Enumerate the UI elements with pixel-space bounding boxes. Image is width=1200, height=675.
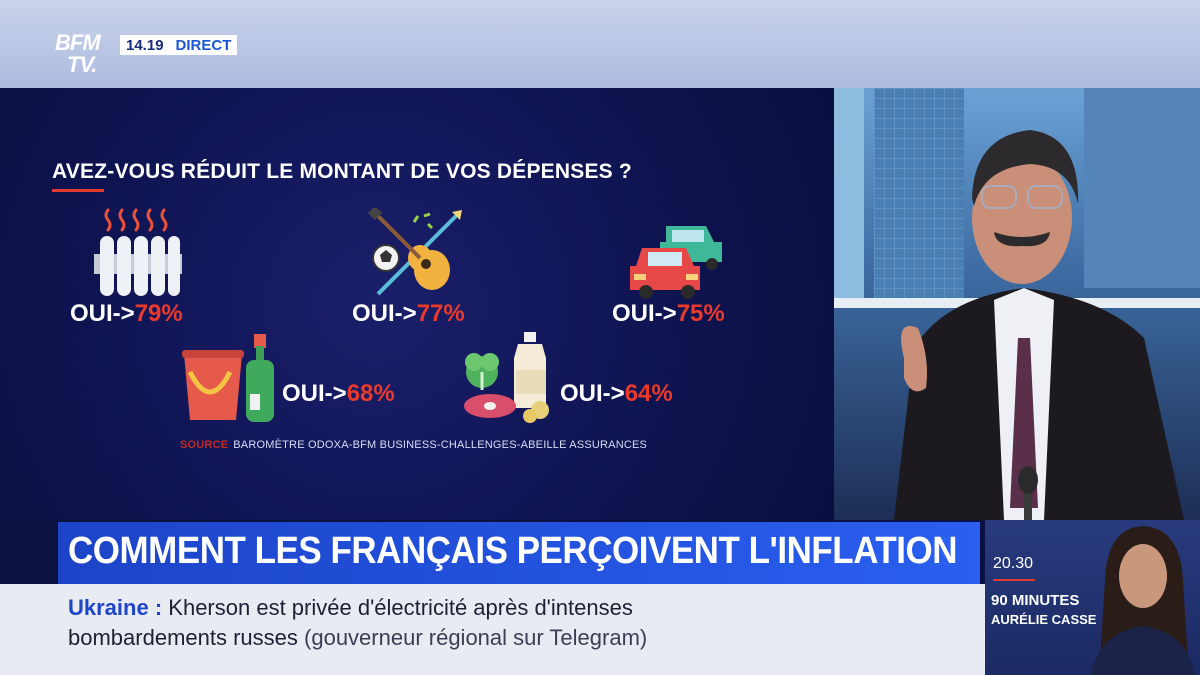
stat-food: OUI->64% — [560, 380, 673, 408]
ticker-line-1: Ukraine : Kherson est privée d'électrici… — [68, 595, 633, 621]
stat-leisure: OUI->77% — [352, 300, 465, 328]
news-ticker: Ukraine : Kherson est privée d'électrici… — [0, 584, 985, 675]
stat-percent: 79% — [134, 300, 183, 327]
time-live-badge: 14.19 DIRECT — [120, 35, 238, 55]
next-program-host: AURÉLIE CASSE — [991, 612, 1097, 627]
host-portrait — [1091, 526, 1195, 675]
channel-logo: BFM TV. — [55, 30, 101, 77]
question-underline — [52, 189, 104, 192]
cars-icon — [630, 226, 722, 299]
stat-prefix: OUI-> — [352, 300, 417, 327]
ticker-text-2: bombardements russes — [68, 625, 298, 650]
ticker-text-1: Kherson est privée d'électricité après d… — [168, 595, 633, 620]
next-program-panel: 20.30 90 MINUTES AURÉLIE CASSE — [985, 520, 1200, 675]
cleaning-products-icon — [182, 334, 274, 422]
next-program-title: 90 MINUTES — [991, 592, 1080, 609]
source-label: SOURCE — [180, 439, 229, 451]
ticker-source: (gouverneur régional sur Telegram) — [304, 625, 648, 650]
food-icon — [464, 332, 549, 423]
stat-percent: 75% — [676, 300, 725, 327]
headline-bar — [58, 522, 980, 584]
stat-heating: OUI->79% — [70, 300, 183, 328]
next-program-time: 20.30 — [993, 555, 1034, 572]
stat-percent: 68% — [346, 380, 395, 407]
stat-cleaning: OUI->68% — [282, 380, 395, 408]
leisure-icon — [368, 208, 462, 296]
radiator-icon — [94, 208, 182, 296]
presenter-video — [834, 88, 1200, 520]
stat-percent: 77% — [416, 300, 465, 327]
source-text: BAROMÈTRE ODOXA-BFM BUSINESS-CHALLENGES-… — [233, 439, 648, 451]
stat-transport: OUI->75% — [612, 300, 725, 328]
stat-prefix: OUI-> — [282, 380, 347, 407]
infographic-panel: AVEZ-VOUS RÉDUIT LE MONTANT DE VOS DÉPEN… — [0, 88, 834, 520]
logo-bottom: TV. — [67, 52, 97, 77]
stat-percent: 64% — [624, 380, 673, 407]
ticker-keyword: Ukraine — [68, 595, 149, 620]
infographic-question: AVEZ-VOUS RÉDUIT LE MONTANT DE VOS DÉPEN… — [52, 160, 632, 183]
headline-text: COMMENT LES FRANÇAIS PERÇOIVENT L'INFLAT… — [68, 530, 958, 572]
live-label: DIRECT — [175, 36, 232, 54]
logo-top: BFM — [55, 30, 101, 55]
ticker-line-2: bombardements russes (gouverneur régiona… — [68, 625, 647, 651]
studio-camera-feed — [834, 88, 1200, 520]
ticker-colon: : — [148, 595, 169, 620]
stat-prefix: OUI-> — [560, 380, 625, 407]
stat-prefix: OUI-> — [612, 300, 677, 327]
source-note: SOURCE BAROMÈTRE ODOXA-BFM BUSINESS-CHALL… — [180, 439, 647, 451]
clock-time: 14.19 — [126, 36, 164, 54]
next-program-separator — [993, 579, 1035, 581]
stat-prefix: OUI-> — [70, 300, 135, 327]
